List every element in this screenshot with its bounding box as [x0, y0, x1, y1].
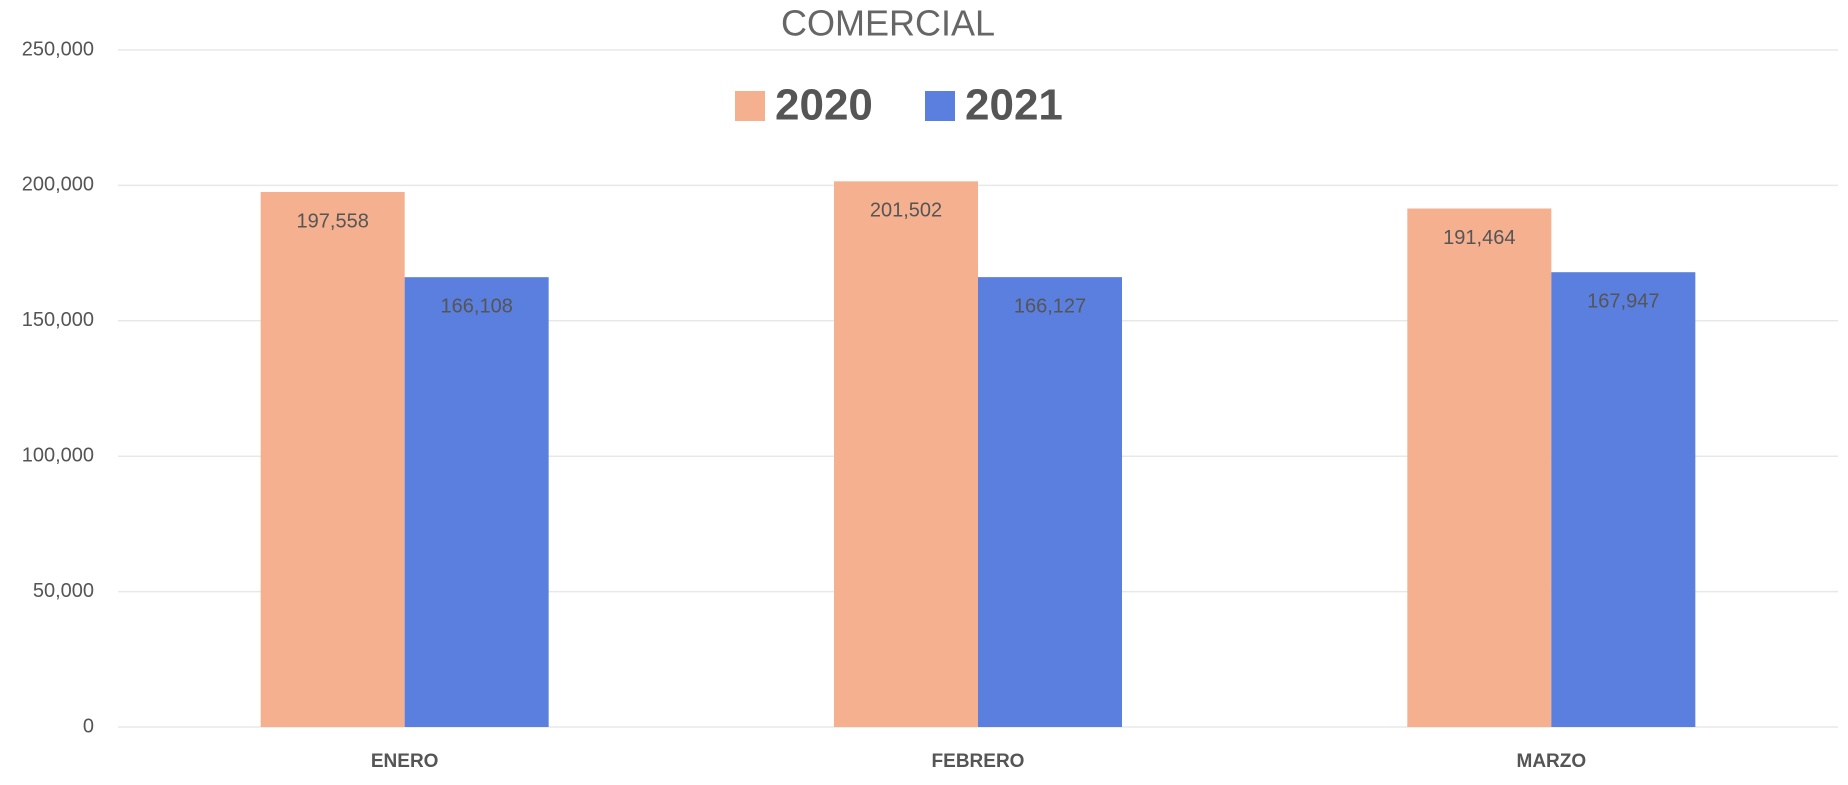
legend-swatch [925, 91, 955, 121]
y-tick-label: 200,000 [22, 174, 94, 196]
legend-swatch [735, 91, 765, 121]
y-tick-label: 50,000 [33, 580, 94, 602]
y-tick-label: 0 [83, 715, 94, 737]
bar [404, 277, 549, 727]
x-tick-label: MARZO [1517, 751, 1587, 772]
bar [1407, 208, 1552, 727]
y-tick-label: 250,000 [22, 38, 94, 60]
y-tick-label: 100,000 [22, 444, 94, 466]
x-tick-label: FEBRERO [932, 751, 1025, 772]
x-tick-label: ENERO [371, 751, 439, 772]
data-label: 166,108 [441, 295, 513, 317]
bar [260, 192, 405, 727]
bar [978, 277, 1122, 727]
data-label: 166,127 [1014, 295, 1086, 317]
y-tick-label: 150,000 [22, 309, 94, 331]
chart-title: COMERCIAL [781, 3, 995, 44]
data-label: 201,502 [870, 200, 942, 222]
legend-label: 2021 [965, 81, 1063, 130]
legend-label: 2020 [775, 81, 873, 130]
data-label: 197,558 [297, 210, 369, 232]
data-label: 191,464 [1443, 227, 1515, 249]
bar [834, 181, 978, 727]
data-label: 167,947 [1587, 290, 1659, 312]
bar [1551, 272, 1696, 727]
